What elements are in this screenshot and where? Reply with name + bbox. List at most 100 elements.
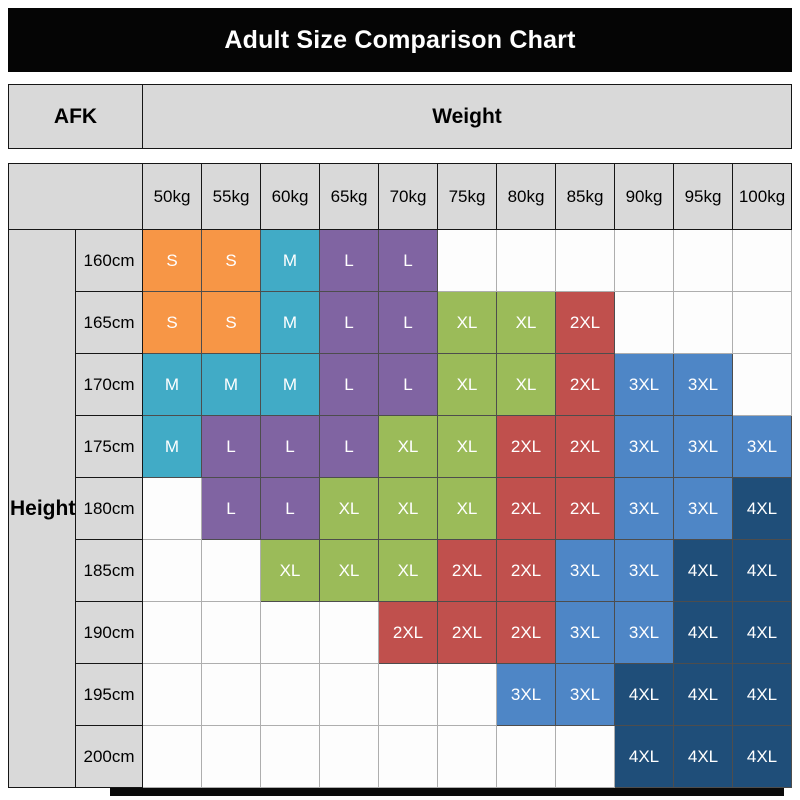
- empty-cell: [437, 229, 497, 292]
- size-cell: M: [260, 353, 320, 416]
- size-cell: 4XL: [732, 725, 792, 788]
- weight-col-header: 100kg: [732, 163, 792, 230]
- size-cell: 4XL: [673, 601, 733, 664]
- size-cell: L: [260, 415, 320, 478]
- weight-col-header: 85kg: [555, 163, 615, 230]
- empty-cell: [732, 291, 792, 354]
- height-row-header: 170cm: [75, 353, 143, 416]
- size-cell: 2XL: [496, 539, 556, 602]
- size-cell: L: [319, 291, 379, 354]
- table-row: Height 160cm S S M L L: [8, 229, 792, 788]
- size-cell: M: [260, 291, 320, 354]
- size-cell: XL: [437, 477, 497, 540]
- weight-col-header: 75kg: [437, 163, 497, 230]
- empty-cell: [319, 601, 379, 664]
- empty-cell: [142, 663, 202, 726]
- size-cell: 3XL: [614, 601, 674, 664]
- empty-cell: [378, 663, 438, 726]
- empty-cell: [142, 539, 202, 602]
- size-cell: L: [378, 291, 438, 354]
- empty-cell: [555, 725, 615, 788]
- size-cell: S: [142, 229, 202, 292]
- empty-cell: [201, 539, 261, 602]
- size-cell: 2XL: [555, 291, 615, 354]
- size-cell: L: [319, 229, 379, 292]
- empty-cell: [201, 725, 261, 788]
- size-cell: L: [378, 353, 438, 416]
- size-cell: XL: [378, 415, 438, 478]
- empty-cell: [260, 601, 320, 664]
- empty-cell: [319, 725, 379, 788]
- size-cell: 3XL: [614, 477, 674, 540]
- table-row: 195cm 3XL 3XL 4XL 4XL 4XL: [9, 663, 792, 726]
- size-cell: 3XL: [673, 415, 733, 478]
- empty-cell: [555, 229, 615, 292]
- empty-cell: [201, 601, 261, 664]
- size-cell: L: [319, 353, 379, 416]
- weight-col-header: 60kg: [260, 163, 320, 230]
- size-cell: 2XL: [437, 539, 497, 602]
- weight-col-header: 70kg: [378, 163, 438, 230]
- size-cell: M: [142, 353, 202, 416]
- size-cell: XL: [496, 291, 556, 354]
- size-cell: M: [201, 353, 261, 416]
- empty-cell: [614, 291, 674, 354]
- size-cell: 4XL: [732, 477, 792, 540]
- size-cell: L: [201, 477, 261, 540]
- cropped-bottom-bar: [110, 788, 784, 796]
- size-cell: XL: [437, 291, 497, 354]
- table-row: 190cm 2XL 2XL 2XL 3XL 3XL 4XL 4XL: [9, 601, 792, 664]
- size-cell: XL: [319, 539, 379, 602]
- size-grid-table: 50kg 55kg 60kg 65kg 70kg 75kg 80kg 85kg 90kg 95kg…: [8, 163, 792, 788]
- size-cell: L: [260, 477, 320, 540]
- size-cell: 2XL: [378, 601, 438, 664]
- size-cell: 3XL: [555, 539, 615, 602]
- empty-cell: [614, 229, 674, 292]
- size-cell: 3XL: [614, 539, 674, 602]
- size-cell: 3XL: [555, 663, 615, 726]
- empty-cell: [260, 663, 320, 726]
- weight-header-row: 50kg 55kg 60kg 65kg 70kg 75kg 80kg 85kg 90kg 95kg…: [8, 163, 792, 230]
- axis-header-row: AFK Weight: [8, 84, 792, 149]
- size-cell: XL: [260, 539, 320, 602]
- height-row-header: 195cm: [75, 663, 143, 726]
- size-cell: XL: [319, 477, 379, 540]
- size-cell: L: [319, 415, 379, 478]
- height-row-header: 200cm: [75, 725, 143, 788]
- size-cell: 3XL: [496, 663, 556, 726]
- empty-cell: [732, 229, 792, 292]
- table-row: 185cm XL XL XL 2XL 2XL 3XL 3XL 4XL 4XL: [9, 539, 792, 602]
- size-cell: 2XL: [555, 415, 615, 478]
- weight-col-header: 90kg: [614, 163, 674, 230]
- height-row-header: 175cm: [75, 415, 143, 478]
- blank-corner-cell: [8, 163, 143, 230]
- empty-cell: [142, 477, 202, 540]
- corner-brand-label: AFK: [8, 84, 143, 149]
- empty-cell: [437, 663, 497, 726]
- size-cell: 4XL: [673, 663, 733, 726]
- chart-title: Adult Size Comparison Chart: [224, 25, 576, 54]
- empty-cell: [378, 725, 438, 788]
- empty-cell: [319, 663, 379, 726]
- height-axis-label: Height: [8, 229, 76, 788]
- size-cell: L: [201, 415, 261, 478]
- size-cell: M: [260, 229, 320, 292]
- size-cell: 2XL: [555, 477, 615, 540]
- empty-cell: [496, 229, 556, 292]
- size-cell: S: [201, 229, 261, 292]
- table-row: 170cm M M M L L XL XL 2XL 3XL 3XL: [9, 353, 792, 416]
- size-cell: 4XL: [673, 725, 733, 788]
- size-cell: XL: [437, 415, 497, 478]
- axis-header-table: AFK Weight: [8, 84, 792, 149]
- size-cell: 2XL: [496, 477, 556, 540]
- empty-cell: [260, 725, 320, 788]
- height-row-header: 185cm: [75, 539, 143, 602]
- table-row: 175cm M L L L XL XL 2XL 2XL 3XL 3XL 3XL: [9, 415, 792, 478]
- size-cell: 3XL: [732, 415, 792, 478]
- size-cell: 2XL: [437, 601, 497, 664]
- size-cell: XL: [496, 353, 556, 416]
- size-cell: 3XL: [614, 415, 674, 478]
- size-cell: 2XL: [496, 415, 556, 478]
- empty-cell: [673, 291, 733, 354]
